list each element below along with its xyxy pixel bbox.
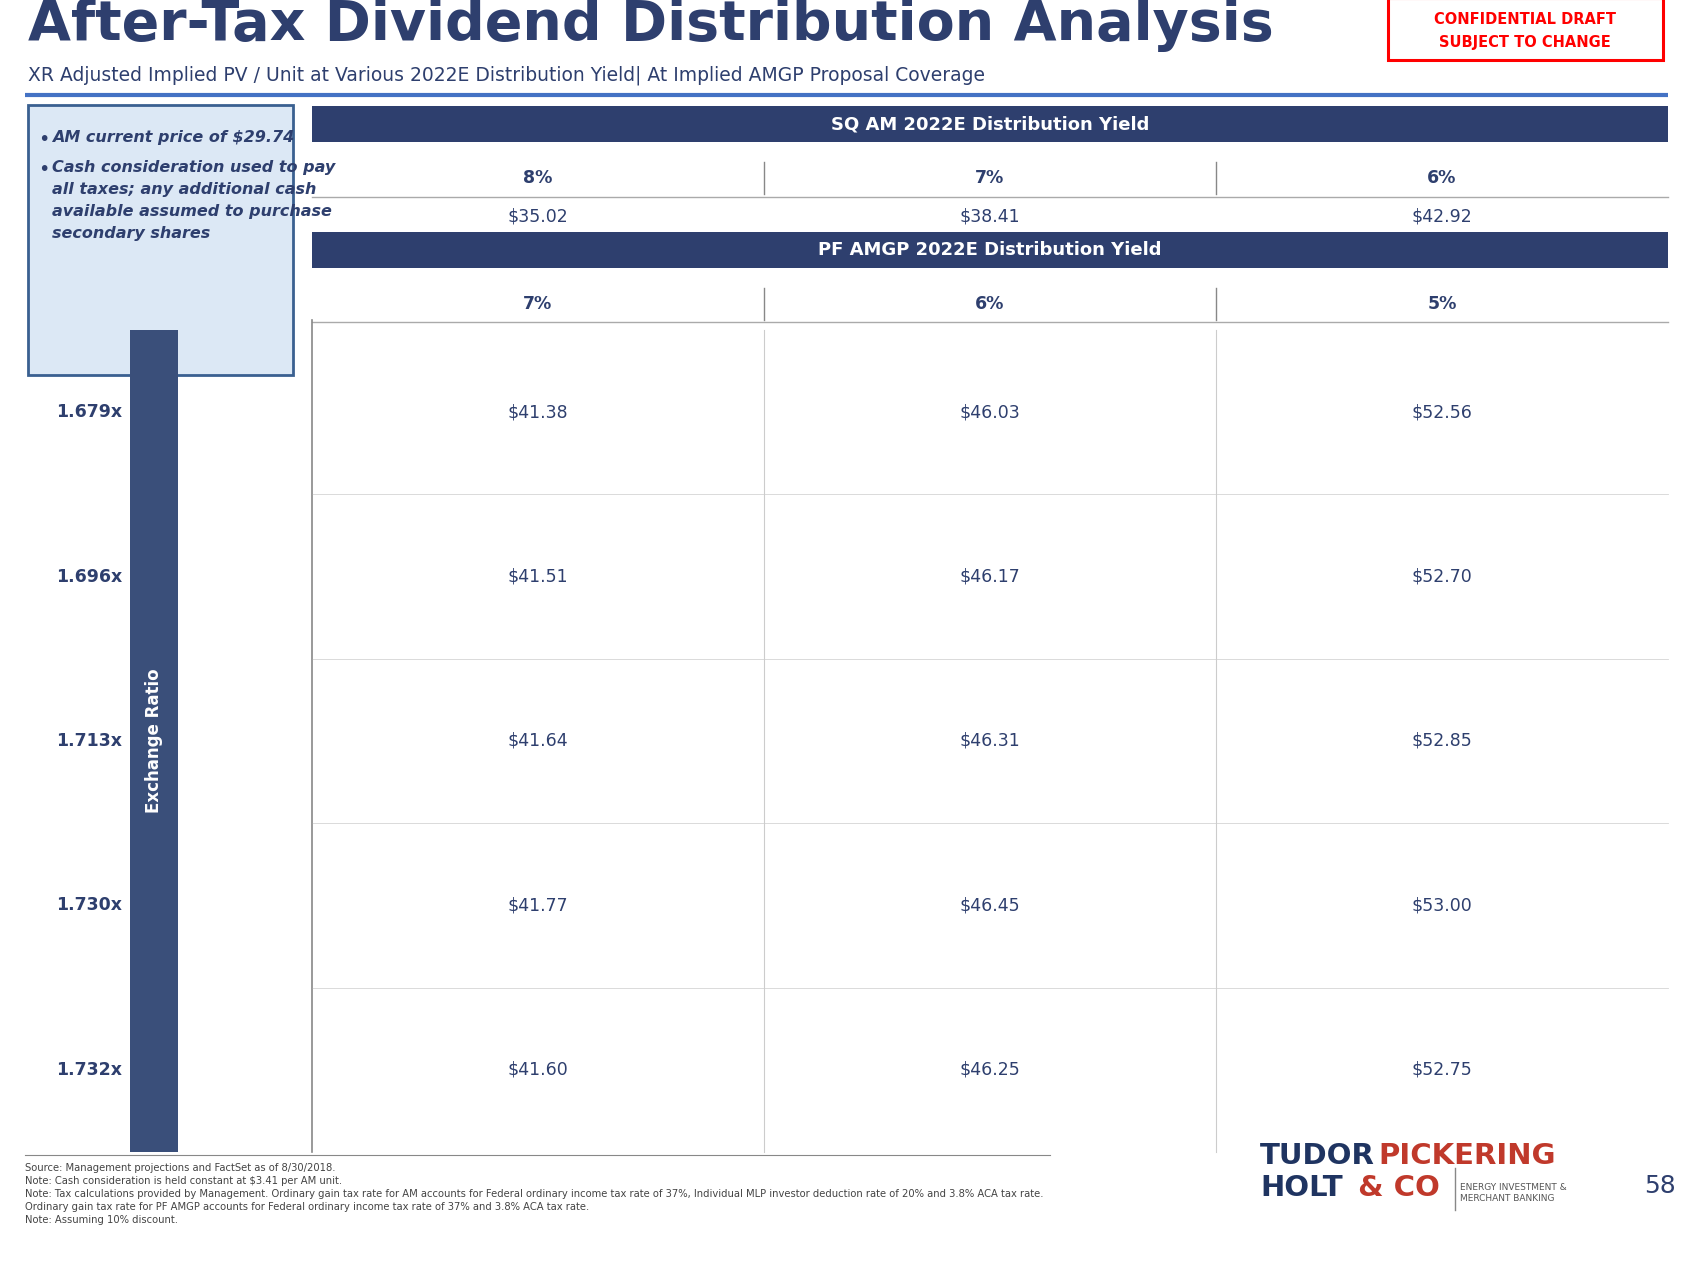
Text: 1.732x: 1.732x <box>56 1060 122 1078</box>
Text: •: • <box>37 160 49 179</box>
Text: 7%: 7% <box>523 295 552 312</box>
Text: $52.70: $52.70 <box>1412 568 1473 585</box>
Text: TUDOR: TUDOR <box>1260 1142 1375 1170</box>
Text: CONFIDENTIAL DRAFT: CONFIDENTIAL DRAFT <box>1434 11 1617 27</box>
Text: $46.25: $46.25 <box>960 1060 1021 1078</box>
Text: $41.51: $41.51 <box>508 568 569 585</box>
Text: SQ AM 2022E Distribution Yield: SQ AM 2022E Distribution Yield <box>831 116 1150 133</box>
Text: 58: 58 <box>1644 1173 1676 1198</box>
Text: Note: Assuming 10% discount.: Note: Assuming 10% discount. <box>25 1215 178 1226</box>
Bar <box>312 105 1668 142</box>
Text: Note: Cash consideration is held constant at $3.41 per AM unit.: Note: Cash consideration is held constan… <box>25 1176 342 1186</box>
Text: AM current price of $29.74: AM current price of $29.74 <box>52 130 295 145</box>
Text: $38.41: $38.41 <box>960 208 1021 226</box>
Text: Note: Tax calculations provided by Management. Ordinary gain tax rate for AM acc: Note: Tax calculations provided by Manag… <box>25 1189 1043 1199</box>
Text: •: • <box>37 130 49 149</box>
Text: PICKERING: PICKERING <box>1378 1142 1556 1170</box>
Text: 8%: 8% <box>523 169 552 187</box>
Text: $41.77: $41.77 <box>508 897 569 914</box>
Bar <box>1388 0 1663 60</box>
Text: PF AMGP 2022E Distribution Yield: PF AMGP 2022E Distribution Yield <box>818 241 1161 259</box>
Text: $41.38: $41.38 <box>508 403 569 422</box>
Text: Source: Management projections and FactSet as of 8/30/2018.: Source: Management projections and FactS… <box>25 1163 335 1173</box>
Text: secondary shares: secondary shares <box>52 226 210 241</box>
Text: $46.45: $46.45 <box>960 897 1021 914</box>
Text: After-Tax Dividend Distribution Analysis: After-Tax Dividend Distribution Analysis <box>29 0 1273 52</box>
Text: 1.696x: 1.696x <box>56 568 122 585</box>
Bar <box>312 232 1668 268</box>
Text: $46.17: $46.17 <box>960 568 1021 585</box>
Text: 6%: 6% <box>975 295 1004 312</box>
Text: Ordinary gain tax rate for PF AMGP accounts for Federal ordinary income tax rate: Ordinary gain tax rate for PF AMGP accou… <box>25 1201 589 1212</box>
Text: SUBJECT TO CHANGE: SUBJECT TO CHANGE <box>1439 34 1610 50</box>
Text: 1.713x: 1.713x <box>56 732 122 751</box>
Text: 7%: 7% <box>975 169 1004 187</box>
Text: HOLT: HOLT <box>1260 1173 1343 1201</box>
Text: available assumed to purchase: available assumed to purchase <box>52 204 332 218</box>
Text: & CO: & CO <box>1348 1173 1439 1201</box>
Text: ENERGY INVESTMENT &
MERCHANT BANKING: ENERGY INVESTMENT & MERCHANT BANKING <box>1459 1184 1566 1203</box>
Text: $53.00: $53.00 <box>1412 897 1473 914</box>
Text: Exchange Ratio: Exchange Ratio <box>146 669 163 813</box>
Text: $46.03: $46.03 <box>960 403 1021 422</box>
Text: $52.75: $52.75 <box>1412 1060 1473 1078</box>
Text: XR Adjusted Implied PV / Unit at Various 2022E Distribution Yield| At Implied AM: XR Adjusted Implied PV / Unit at Various… <box>29 65 985 85</box>
Text: $52.56: $52.56 <box>1412 403 1473 422</box>
Text: 5%: 5% <box>1427 295 1456 312</box>
Bar <box>130 330 178 1152</box>
Text: Cash consideration used to pay: Cash consideration used to pay <box>52 160 335 175</box>
Text: $52.85: $52.85 <box>1412 732 1473 751</box>
Text: 1.679x: 1.679x <box>56 403 122 422</box>
Text: all taxes; any additional cash: all taxes; any additional cash <box>52 182 317 197</box>
Text: $35.02: $35.02 <box>508 208 569 226</box>
Text: $42.92: $42.92 <box>1412 208 1473 226</box>
Text: 1.730x: 1.730x <box>56 897 122 914</box>
Text: $41.64: $41.64 <box>508 732 569 751</box>
Bar <box>29 105 293 375</box>
Text: 6%: 6% <box>1427 169 1456 187</box>
Text: $41.60: $41.60 <box>508 1060 569 1078</box>
Text: $46.31: $46.31 <box>960 732 1021 751</box>
